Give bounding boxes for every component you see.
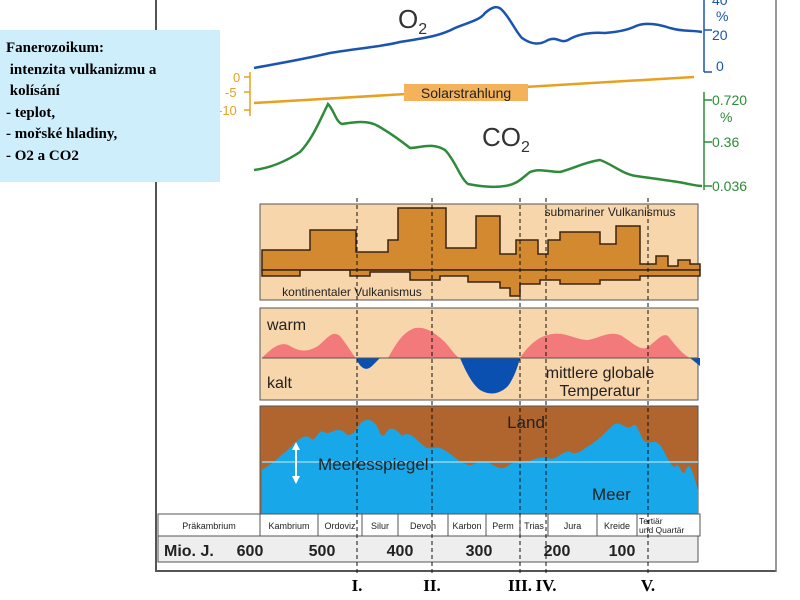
cold-area-carboniferous: [460, 358, 520, 394]
time-axis-tick: 100: [609, 543, 636, 560]
continental-volcanism-label: kontinentaler Vulkanismus: [282, 285, 422, 299]
period-label: Trias: [524, 521, 544, 531]
co2-tick-0720: 0.720: [712, 92, 747, 108]
period-label: Karbon: [452, 521, 481, 531]
period-label: Kreide: [604, 521, 630, 531]
submarine-volcanism-label: submariner Vulkanismus: [545, 205, 676, 219]
period-label: Jura: [564, 521, 582, 531]
time-axis-frame: [157, 535, 699, 563]
caption-line-2: intenzita vulkanizmu a: [6, 61, 157, 78]
cold-area-ordovician: [356, 358, 380, 369]
continental-volcanism-area: [261, 269, 701, 297]
volcanism-panel: submariner Vulkanismus kontinentaler Vul…: [259, 203, 701, 301]
caption-line-6: - O2 a CO2: [6, 147, 79, 164]
o2-panel: 40 % 20 0 O2: [253, 0, 728, 74]
warm-label: warm: [266, 317, 306, 334]
time-axis-tick: 400: [387, 543, 414, 560]
temperature-panel: warm kalt mittlere globale Temperatur: [259, 307, 700, 401]
solar-panel: 0 -5 -10 Solarstrahlung: [218, 70, 695, 118]
cold-area-quaternary: [690, 358, 700, 366]
solar-label-box: [404, 84, 528, 101]
solar-tick-0: 0: [233, 70, 240, 85]
solar-tick-minus5: -5: [225, 85, 237, 100]
caption-line-5: - mořské hladiny,: [6, 126, 118, 142]
period-label: Silur: [371, 521, 389, 531]
co2-tick-unit: %: [720, 109, 732, 125]
ocean-label: Meer: [592, 485, 631, 504]
period-label: Tertiär: [639, 516, 663, 526]
period-strip: Präkambrium Kambrium Ordoviz Silur Devon Karb…: [157, 513, 701, 537]
o2-tick-20: 20: [712, 27, 728, 43]
period-label: und Quartär: [639, 525, 685, 535]
o2-curve: [253, 5, 703, 70]
caption-box: Fanerozoikum: intenzita vulkanizmu a kol…: [0, 30, 220, 182]
time-axis-unit: Mio. J.: [164, 543, 214, 560]
temperature-title-line2: Temperatur: [560, 383, 642, 400]
warm-area: [262, 327, 690, 358]
solar-label: Solarstrahlung: [421, 85, 511, 101]
sealevel-panel: Land Meeresspiegel Meer: [259, 405, 699, 515]
o2-label: O2: [398, 4, 427, 38]
period-label: Ordoviz: [324, 521, 356, 531]
period-label: Perm: [492, 521, 514, 531]
land-label: Land: [507, 413, 545, 432]
sea-area: [262, 419, 698, 514]
co2-tick-0036: 0.036: [712, 178, 747, 194]
period-label: Kambrium: [268, 521, 309, 531]
sea-level-label: Meeresspiegel: [318, 455, 429, 474]
co2-tick-036: 0.36: [712, 134, 739, 150]
cold-label: kalt: [267, 375, 292, 392]
time-axis-tick: 300: [466, 543, 493, 560]
period-label: Devon: [410, 521, 436, 531]
temperature-title-line1: mittlere globale: [546, 365, 655, 382]
time-axis-tick: 600: [237, 543, 264, 560]
solar-tick-minus10: -10: [218, 103, 237, 118]
time-axis-tick: 500: [309, 543, 336, 560]
caption-line-1: Fanerozoikum:: [6, 40, 105, 56]
co2-label: CO2: [482, 122, 530, 156]
caption-line-3: kolísání: [6, 83, 60, 99]
time-axis-tick: 200: [544, 543, 571, 560]
caption-line-4: - teplot,: [6, 104, 56, 121]
o2-tick-0: 0: [716, 58, 724, 74]
time-axis: Mio. J. 600 500 400 300 200 100: [157, 535, 699, 563]
submarine-volcanism-area: [261, 207, 701, 271]
period-label: Präkambrium: [182, 521, 236, 531]
co2-curve: [253, 101, 703, 189]
o2-tick-40: 40: [712, 0, 728, 8]
co2-panel: 0.720 % 0.36 0.036 CO2: [253, 92, 747, 194]
o2-tick-unit: %: [716, 8, 728, 24]
